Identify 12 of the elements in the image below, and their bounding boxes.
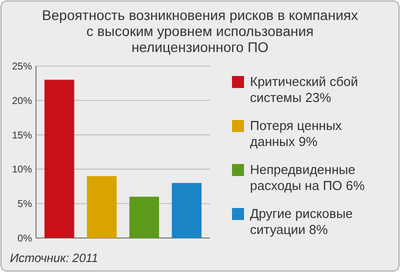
- y-tick-label: 20%: [12, 96, 32, 107]
- legend-label: Потеря ценных данных 9%: [250, 118, 342, 149]
- legend-label: Другие рисковые ситуации 8%: [250, 206, 353, 237]
- text: Источник: 2011: [10, 251, 98, 265]
- chart-title: Вероятность возникновения рисков в компаниях с высоким уровнем использования нелицензионного ПО: [42, 7, 358, 55]
- y-tick-label: 15%: [12, 130, 32, 142]
- y-tick-label: 5%: [18, 199, 32, 210]
- y-tick-label: 0%: [18, 234, 32, 244]
- y-tick-label: 10%: [12, 164, 32, 176]
- y-tick-label: 25%: [12, 62, 32, 72]
- legend-label: Непредвиденные расходы на ПО 6%: [250, 162, 366, 193]
- legend-label: Критический сбой системы 23%: [250, 74, 358, 105]
